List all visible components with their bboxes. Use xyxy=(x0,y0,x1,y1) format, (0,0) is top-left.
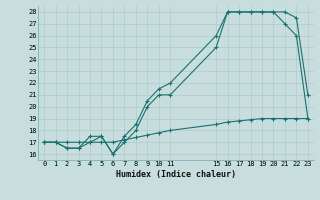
X-axis label: Humidex (Indice chaleur): Humidex (Indice chaleur) xyxy=(116,170,236,179)
